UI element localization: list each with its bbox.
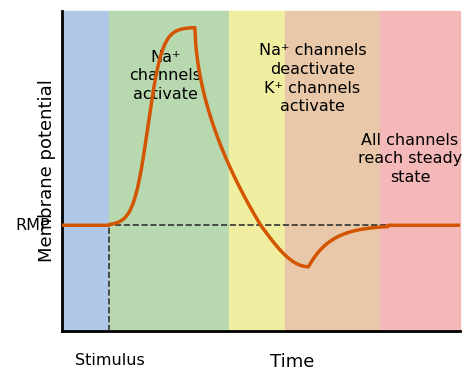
Text: RMP: RMP	[15, 218, 50, 233]
Bar	[284, 11, 380, 331]
Bar	[62, 11, 109, 331]
Text: Na⁺
channels
activate: Na⁺ channels activate	[129, 50, 201, 102]
Bar	[229, 11, 284, 331]
Bar	[109, 11, 229, 331]
Text: Stimulus: Stimulus	[74, 353, 144, 368]
Text: All channels
reach steady
state: All channels reach steady state	[358, 133, 462, 185]
Text: Time: Time	[270, 353, 315, 371]
Bar	[380, 11, 460, 331]
Y-axis label: Membrane potential: Membrane potential	[38, 79, 56, 263]
Text: Na⁺ channels
deactivate
K⁺ channels
activate: Na⁺ channels deactivate K⁺ channels acti…	[259, 43, 366, 114]
